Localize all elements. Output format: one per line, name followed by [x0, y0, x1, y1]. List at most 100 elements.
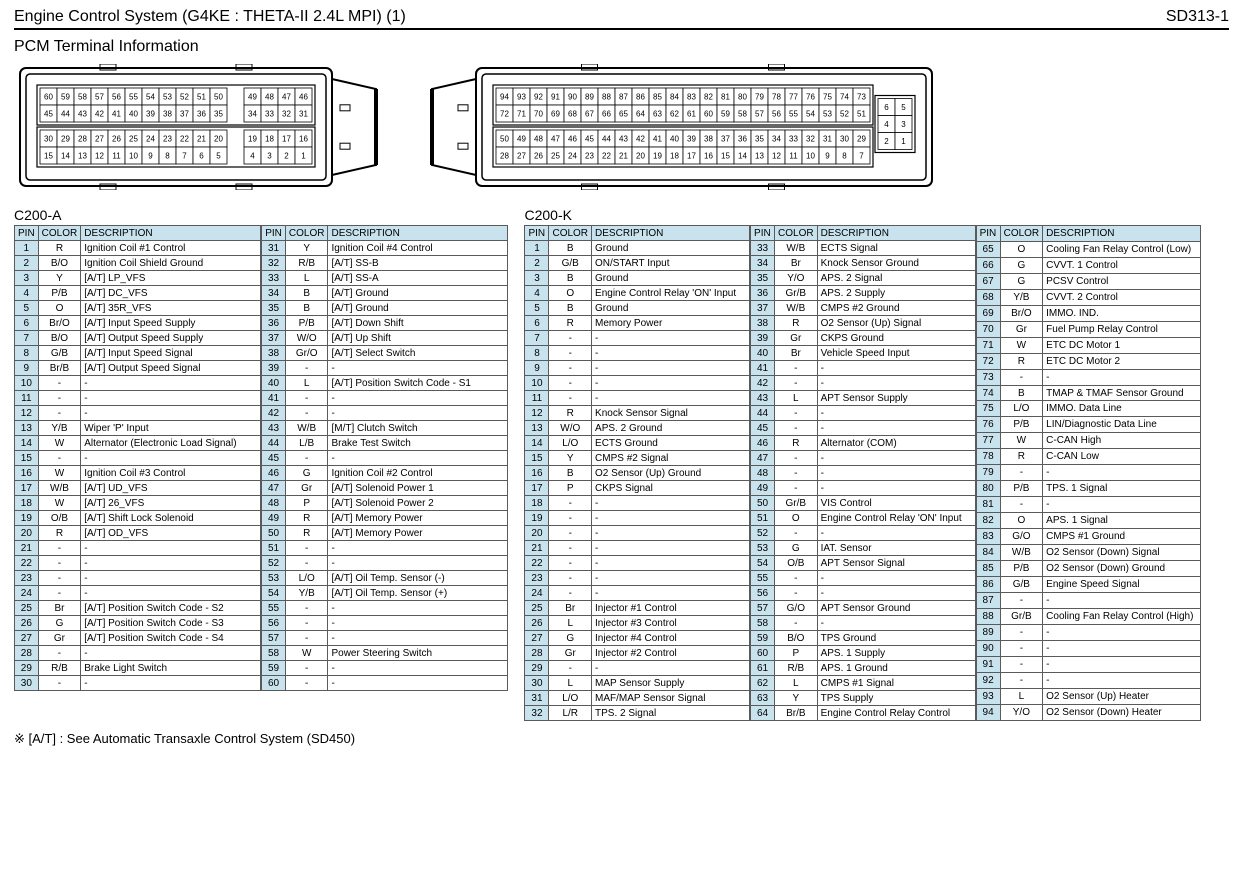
table-row: 35Y/OAPS. 2 Signal	[751, 271, 976, 286]
table-row: 58WPower Steering Switch	[262, 646, 508, 661]
svg-text:61: 61	[687, 110, 696, 119]
desc-cell: ECTS Signal	[817, 241, 975, 256]
desc-cell: ECTS Ground	[592, 436, 750, 451]
svg-text:1: 1	[301, 152, 306, 161]
desc-cell: Wiper 'P' Input	[81, 421, 261, 436]
svg-text:59: 59	[61, 93, 70, 102]
svg-text:35: 35	[214, 110, 223, 119]
table-row: 44L/BBrake Test Switch	[262, 436, 508, 451]
desc-cell: [A/T] LP_VFS	[81, 271, 261, 286]
table-row: 71WETC DC Motor 1	[976, 337, 1201, 353]
color-cell: -	[1000, 624, 1043, 640]
color-cell: W	[1000, 337, 1043, 353]
pin-cell: 9	[15, 361, 39, 376]
table-row: 77WC-CAN High	[976, 433, 1201, 449]
svg-text:45: 45	[585, 135, 594, 144]
table-row: 38Gr/O[A/T] Select Switch	[262, 346, 508, 361]
desc-cell: [A/T] Ground	[328, 301, 508, 316]
color-cell: -	[549, 511, 592, 526]
desc-cell: [A/T] Up Shift	[328, 331, 508, 346]
svg-text:26: 26	[112, 135, 121, 144]
color-cell: Br/B	[38, 361, 81, 376]
table-row: 92--	[976, 672, 1201, 688]
table-row: 1BGround	[525, 241, 750, 256]
color-cell: -	[549, 661, 592, 676]
table-row: 54O/BAPT Sensor Signal	[751, 556, 976, 571]
color-cell: R	[38, 241, 81, 256]
svg-text:46: 46	[299, 93, 308, 102]
table-row: 30--	[15, 676, 261, 691]
desc-cell: -	[592, 331, 750, 346]
svg-text:9: 9	[148, 152, 153, 161]
color-cell: Gr	[1000, 321, 1043, 337]
color-cell: P/B	[1000, 417, 1043, 433]
table-row: 47--	[751, 451, 976, 466]
svg-text:3: 3	[901, 120, 906, 129]
desc-cell: -	[592, 496, 750, 511]
desc-cell: APS. 2 Supply	[817, 286, 975, 301]
svg-text:32: 32	[806, 135, 815, 144]
pin-cell: 12	[525, 406, 549, 421]
desc-cell: [A/T] Down Shift	[328, 316, 508, 331]
desc-cell: -	[328, 541, 508, 556]
color-cell: R/B	[38, 661, 81, 676]
pin-cell: 84	[976, 545, 1000, 561]
color-cell: -	[38, 451, 81, 466]
desc-cell: Ignition Coil #2 Control	[328, 466, 508, 481]
table-row: 93LO2 Sensor (Up) Heater	[976, 688, 1201, 704]
pin-cell: 7	[15, 331, 39, 346]
pin-cell: 93	[976, 688, 1000, 704]
color-cell: G/B	[549, 256, 592, 271]
desc-cell: [A/T] Solenoid Power 2	[328, 496, 508, 511]
connector-k-block: C200-K PINCOLORDESCRIPTION1BGround2G/BON…	[524, 203, 1201, 721]
table-row: 32L/RTPS. 2 Signal	[525, 706, 750, 721]
pin-cell: 22	[15, 556, 39, 571]
table-row: 74BTMAP & TMAF Sensor Ground	[976, 385, 1201, 401]
color-cell: -	[549, 541, 592, 556]
color-cell: L	[1000, 688, 1043, 704]
desc-cell: [A/T] Input Speed Signal	[81, 346, 261, 361]
svg-text:52: 52	[180, 93, 189, 102]
desc-cell: -	[328, 676, 508, 691]
desc-cell: [A/T] Oil Temp. Sensor (-)	[328, 571, 508, 586]
desc-cell: [A/T] DC_VFS	[81, 286, 261, 301]
svg-text:29: 29	[61, 135, 70, 144]
pin-cell: 28	[525, 646, 549, 661]
svg-text:90: 90	[568, 93, 577, 102]
pin-cell: 40	[262, 376, 286, 391]
desc-cell: Injector #3 Control	[592, 616, 750, 631]
svg-text:36: 36	[738, 135, 747, 144]
desc-cell: O2 Sensor (Down) Ground	[1043, 561, 1201, 577]
table-row: 66GCVVT. 1 Control	[976, 257, 1201, 273]
table-row: 55--	[751, 571, 976, 586]
connector-k-label: C200-K	[524, 207, 1201, 223]
desc-cell: -	[81, 391, 261, 406]
table-row: 84W/BO2 Sensor (Down) Signal	[976, 545, 1201, 561]
pin-cell: 33	[262, 271, 286, 286]
color-cell: P/B	[1000, 561, 1043, 577]
pin-cell: 24	[15, 586, 39, 601]
table-row: 82OAPS. 1 Signal	[976, 513, 1201, 529]
svg-text:84: 84	[670, 93, 679, 102]
color-cell: -	[285, 601, 328, 616]
desc-cell: -	[328, 616, 508, 631]
table-row: 8G/B[A/T] Input Speed Signal	[15, 346, 261, 361]
col-header: PIN	[751, 226, 775, 241]
color-cell: B	[1000, 385, 1043, 401]
col-header: COLOR	[549, 226, 592, 241]
table-row: 15YCMPS #2 Signal	[525, 451, 750, 466]
desc-cell: Fuel Pump Relay Control	[1043, 321, 1201, 337]
pin-cell: 13	[525, 421, 549, 436]
table-row: 57--	[262, 631, 508, 646]
desc-cell: [A/T] SS-B	[328, 256, 508, 271]
color-cell: B/O	[38, 331, 81, 346]
color-cell: G	[549, 631, 592, 646]
pin-cell: 60	[262, 676, 286, 691]
color-cell: Gr/B	[775, 286, 818, 301]
table-row: 1RIgnition Coil #1 Control	[15, 241, 261, 256]
svg-text:93: 93	[517, 93, 526, 102]
desc-cell: -	[328, 361, 508, 376]
desc-cell: TMAP & TMAF Sensor Ground	[1043, 385, 1201, 401]
color-cell: Gr	[549, 646, 592, 661]
pin-cell: 47	[262, 481, 286, 496]
